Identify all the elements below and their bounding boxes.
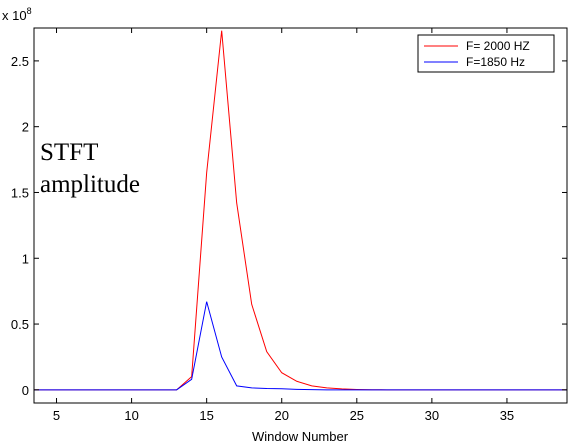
y-tick-label: 2 [22,120,29,135]
annotation-line-2: amplitude [40,171,140,198]
x-tick-label: 35 [500,408,514,423]
ticks-layer: 5 10 15 20 25 30 35 0 0.5 1 1.5 2 2.5 [11,28,567,423]
y-tick-label: 0 [22,383,29,398]
y-tick-label: 0.5 [11,317,29,332]
plot-frame [33,27,568,404]
plot-area [34,28,567,403]
x-axis-label: Window Number [252,429,349,444]
legend: F= 2000 HZ F=1850 Hz [417,34,555,73]
series-layer [34,30,567,391]
y-tick-label: 1 [22,251,29,266]
y-exponent-base: x 10 [2,8,27,23]
x-tick-label: 30 [425,408,439,423]
y-exponent-power: 8 [27,6,32,16]
x-tick-label: 5 [53,408,60,423]
x-tick-label: 15 [199,408,213,423]
legend-label-blue: F=1850 Hz [466,55,525,69]
y-tick-label: 2.5 [11,54,29,69]
series-line-1 [34,301,567,391]
legend-box [417,34,555,73]
x-tick-label: 25 [350,408,364,423]
x-tick-label: 10 [124,408,138,423]
x-tick-label: 20 [274,408,288,423]
y-exponent-label: x 108 [2,6,32,23]
y-tick-label: 1.5 [11,185,29,200]
annotation-line-1: STFT [40,139,98,166]
legend-label-red: F= 2000 HZ [466,39,530,53]
